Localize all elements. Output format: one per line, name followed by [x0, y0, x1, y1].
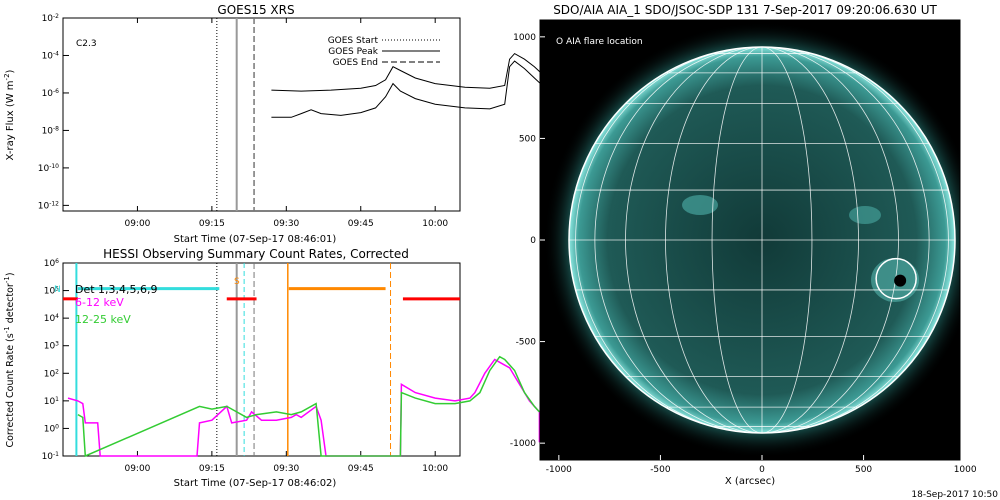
aia-x-tick-label: -500	[650, 465, 671, 475]
hessi-x-tick-label: 09:30	[273, 464, 299, 474]
aia-title: SDO/AIA AIA_1 SDO/JSOC-SDP 131 7-Sep-201…	[553, 3, 937, 17]
goes-x-tick-label: 10:00	[422, 219, 448, 229]
longitude-line	[761, 46, 899, 434]
goes-series-lower	[271, 60, 550, 118]
footer-date: 18-Sep-2017 10:50	[911, 490, 998, 500]
longitude-line	[711, 46, 763, 434]
goes-legend-start: GOES Start	[328, 36, 379, 46]
aia-y-tick-label: -500	[516, 338, 537, 348]
aia-xlabel: X (arcsec)	[725, 476, 775, 487]
limb-circle	[568, 46, 956, 434]
goes-x-tick-label: 09:30	[273, 219, 299, 229]
longitude-line	[625, 46, 763, 434]
aia-x-tick-label: 500	[855, 465, 872, 475]
hessi-series	[67, 358, 541, 457]
longitude-line	[761, 46, 859, 434]
aia-x-tick-label: -1000	[546, 465, 572, 475]
goes-plot-frame	[62, 17, 461, 212]
hessi-y-tick-label: 106	[44, 258, 59, 270]
longitude-line	[761, 46, 949, 434]
goes-y-tick-label: 10-10	[38, 162, 59, 174]
goes-title: GOES15 XRS	[217, 3, 294, 17]
hessi-y-tick-label: 102	[44, 368, 59, 380]
goes-y-tick-label: 10-4	[42, 50, 60, 62]
hessi-y-tick-label: 103	[44, 340, 59, 352]
hessi-series	[77, 355, 540, 458]
goes-legend-peak: GOES Peak	[328, 47, 378, 57]
hessi-y-tick-label: 101	[44, 395, 59, 407]
hessi-legend-det: Det 1,3,4,5,6,9	[75, 283, 158, 296]
longitude-line	[761, 46, 930, 434]
hessi-marker-s: S	[234, 277, 240, 287]
hessi-y-tick-label: 10-1	[42, 451, 60, 463]
goes-legend: GOES Start GOES Peak GOES End	[328, 36, 440, 68]
aia-y-tick-label: 1000	[513, 33, 536, 43]
aia-y-tick-label: 500	[519, 134, 536, 144]
goes-y-tick-label: 10-12	[38, 200, 59, 212]
goes-y-tick-label: 10-6	[42, 87, 60, 99]
goes-xlabel: Start Time (07-Sep-17 08:46:01)	[174, 234, 337, 245]
goes-x-tick-label: 09:45	[348, 219, 374, 229]
hessi-panel: HESSI Observing Summary Count Rates, Cor…	[3, 247, 541, 489]
hessi-legend-6-12: 6-12 keV	[75, 296, 124, 309]
aia-panel: SDO/AIA AIA_1 SDO/JSOC-SDP 131 7-Sep-201…	[510, 3, 998, 500]
active-region	[849, 206, 881, 224]
goes-series-upper	[271, 52, 550, 92]
flare-location-circle	[875, 257, 917, 300]
hessi-legend-12-25: 12-25 keV	[75, 313, 131, 326]
hessi-x-tick-label: 09:00	[124, 464, 150, 474]
aia-x-tick-label: 0	[759, 465, 765, 475]
hessi-marker-n: N	[54, 285, 61, 295]
active-region	[682, 195, 718, 215]
aia-y-tick-label: 0	[530, 236, 536, 246]
flare-kernel	[894, 274, 907, 287]
hessi-plot-frame	[62, 262, 461, 457]
goes-x-tick-label: 09:15	[199, 219, 225, 229]
hessi-xlabel: Start Time (07-Sep-17 08:46:02)	[174, 478, 337, 489]
hessi-x-tick-label: 09:45	[348, 464, 374, 474]
hessi-y-tick-label: 105	[44, 285, 59, 297]
longitude-line	[594, 46, 763, 434]
hessi-x-tick-label: 10:00	[422, 464, 448, 474]
hessi-y-tick-label: 104	[44, 313, 59, 325]
aia-y-tick-label: -1000	[510, 439, 536, 449]
goes-panel: GOES15 XRS 09:00 09:15 09:30 09:45 10:00 10-2…	[3, 3, 550, 245]
goes-legend-end: GOES End	[333, 58, 378, 68]
longitude-line	[575, 46, 763, 434]
goes-y-tick-label: 10-8	[42, 125, 60, 137]
aia-legend: O AIA flare location	[556, 37, 643, 47]
goes-ylabel: X-ray Flux (W m-2)	[3, 69, 16, 160]
hessi-ylabel: Corrected Count Rate (s-1 detector-1)	[3, 272, 16, 447]
hessi-x-tick-label: 09:15	[199, 464, 225, 474]
goes-x-tick-label: 09:00	[124, 219, 150, 229]
hessi-y-tick-label: 100	[44, 423, 59, 435]
goes-class-label: C2.3	[76, 39, 97, 49]
hessi-legend: Det 1,3,4,5,6,9 6-12 keV 12-25 keV	[75, 283, 158, 326]
goes-y-tick-label: 10-2	[42, 13, 60, 25]
hessi-title: HESSI Observing Summary Count Rates, Cor…	[103, 247, 409, 261]
aia-x-tick-label: 1000	[954, 465, 977, 475]
longitude-line	[665, 46, 763, 434]
